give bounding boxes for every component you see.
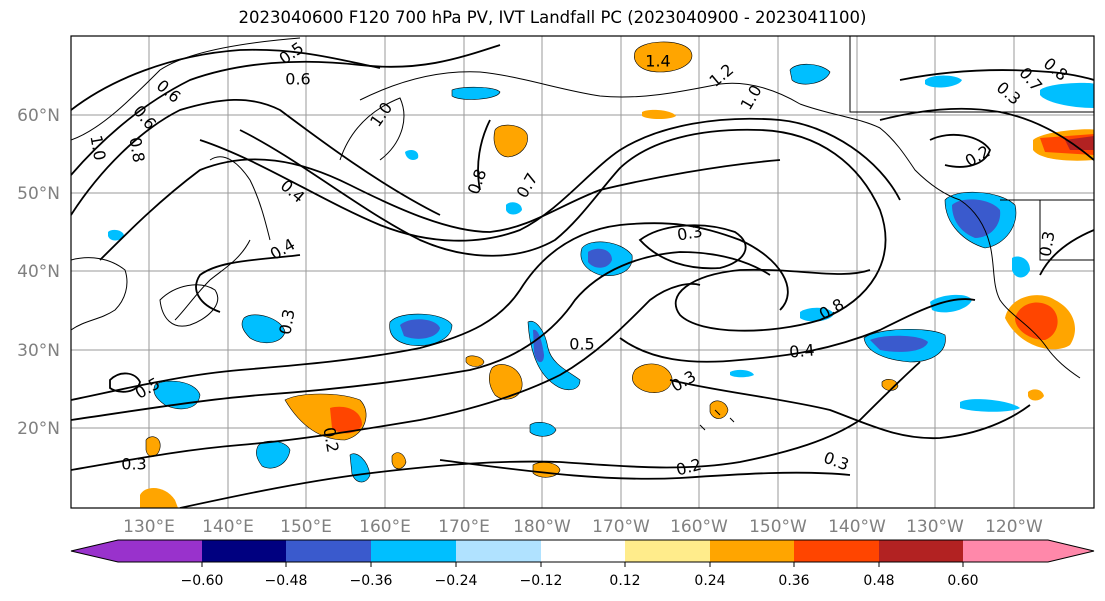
colorbar-segment: [541, 540, 625, 562]
negative-anomaly-blob: [925, 75, 962, 88]
longitude-tick-label: 180°W: [513, 517, 571, 537]
latitude-tick-label: 40°N: [17, 262, 60, 282]
colorbar-tick-label: 0.12: [609, 573, 640, 589]
colorbar-tick-label: −0.60: [181, 573, 224, 589]
colorbar-tick-label: −0.48: [265, 573, 308, 589]
colorbar-tick-label: 0.24: [694, 573, 725, 589]
positive-anomaly-blob: [642, 109, 676, 119]
longitude-labels: 130°E 140°E 150°E 160°E 170°E 180°W 170°W 160°W…: [123, 517, 1043, 537]
positive-anomaly-blob: [881, 379, 899, 391]
longitude-tick-label: 130°W: [906, 517, 964, 537]
negative-anomaly-blob: [533, 329, 544, 363]
contour-label: 0.2: [319, 426, 342, 454]
colorbar-segment: [625, 540, 710, 562]
positive-anomaly-blob: [632, 363, 673, 393]
negative-anomaly-blob: [1040, 82, 1094, 108]
longitude-tick-label: 170°W: [592, 517, 650, 537]
negative-anomaly-blob: [960, 399, 1020, 412]
colorbar-tick-label: −0.12: [520, 573, 563, 589]
negative-anomaly-blob: [952, 199, 1001, 238]
positive-anomaly-blob: [330, 406, 362, 434]
negative-anomaly-blob: [405, 150, 419, 160]
contour-label: 0.4: [788, 340, 815, 361]
colorbar-segment: [879, 540, 963, 562]
colorbar-segment: [371, 540, 456, 562]
colorbar-tick-label: −0.36: [350, 573, 393, 589]
positive-anomaly-blob: [493, 124, 528, 158]
colorbar-segment: [202, 540, 286, 562]
negative-anomaly-blob: [506, 202, 522, 215]
colorbar-segment: [71, 540, 202, 562]
contour-label: 0.5: [569, 335, 594, 354]
positive-anomaly-blob: [489, 364, 523, 400]
positive-anomaly-blob: [634, 41, 693, 73]
longitude-tick-label: 140°E: [202, 517, 254, 537]
colorbar: [70, 539, 1095, 563]
longitude-tick-label: 150°E: [280, 517, 332, 537]
negative-anomaly-blob: [789, 63, 831, 85]
positive-anomaly-blob: [1015, 302, 1058, 340]
positive-anomaly-blob: [709, 400, 729, 419]
contour-label: 1.0: [86, 134, 109, 162]
contour-label: 0.3: [676, 221, 704, 244]
latitude-tick-label: 60°N: [17, 106, 60, 126]
colorbar-segment: [963, 540, 1094, 562]
negative-anomaly-blob: [153, 380, 201, 410]
negative-anomaly-blob: [588, 248, 612, 268]
negative-anomaly-blob: [730, 369, 754, 378]
longitude-tick-label: 120°W: [985, 517, 1043, 537]
map-frame: [70, 35, 1095, 509]
latitude-labels: 60°N 50°N 40°N 30°N 20°N: [17, 106, 60, 439]
contour-label: 0.6: [285, 70, 310, 89]
latitude-tick-label: 50°N: [17, 184, 60, 204]
colorbar-outline: [70, 539, 1095, 563]
latitude-tick-label: 30°N: [17, 341, 60, 361]
longitude-tick-label: 150°W: [749, 517, 807, 537]
positive-anomaly-blob: [140, 488, 178, 508]
colorbar-segment: [286, 540, 371, 562]
graticule: [71, 36, 1094, 508]
colorbar-tick-label: 0.36: [778, 573, 809, 589]
contour-label: 1.4: [645, 52, 670, 71]
positive-anomaly-blob: [1065, 136, 1094, 150]
negative-anomaly-blob: [1012, 256, 1030, 278]
colorbar-tick-label: −0.24: [435, 573, 478, 589]
ivt-shading: [108, 41, 1094, 508]
longitude-tick-label: 160°W: [670, 517, 728, 537]
pv-contours: [71, 44, 1094, 508]
colorbar-tick-label: 0.60: [947, 573, 978, 589]
colorbar-segment: [794, 540, 879, 562]
colorbar-tick-labels: −0.60 −0.48 −0.36 −0.24 −0.12 0.12 0.24 0.36 0.4…: [181, 562, 979, 589]
positive-anomaly-blob: [465, 355, 485, 367]
longitude-tick-label: 160°E: [359, 517, 411, 537]
negative-anomaly-blob: [400, 319, 440, 339]
latitude-tick-label: 20°N: [17, 419, 60, 439]
contour-label: 0.3: [121, 455, 146, 474]
contour-label: 0.3: [1035, 230, 1058, 258]
figure-title: 2023040600 F120 700 hPa PV, IVT Landfall…: [238, 8, 867, 27]
negative-anomaly-blob: [529, 421, 557, 437]
longitude-tick-label: 130°E: [123, 517, 175, 537]
negative-anomaly-blob: [870, 335, 928, 352]
negative-anomaly-blob: [451, 86, 501, 100]
positive-anomaly-blob: [145, 436, 161, 457]
negative-anomaly-blob: [241, 314, 286, 344]
positive-anomaly-blob: [391, 452, 407, 470]
colorbar-tick-label: 0.48: [863, 573, 894, 589]
positive-anomaly-blob: [1028, 389, 1044, 401]
coastlines: [71, 36, 1094, 431]
negative-anomaly-blob: [108, 229, 124, 241]
colorbar-segment: [710, 540, 794, 562]
contour-label: 0.3: [275, 308, 298, 336]
colorbar-segment: [456, 540, 541, 562]
longitude-tick-label: 170°E: [438, 517, 490, 537]
contour-label: 0.8: [125, 136, 148, 164]
longitude-tick-label: 140°W: [828, 517, 886, 537]
